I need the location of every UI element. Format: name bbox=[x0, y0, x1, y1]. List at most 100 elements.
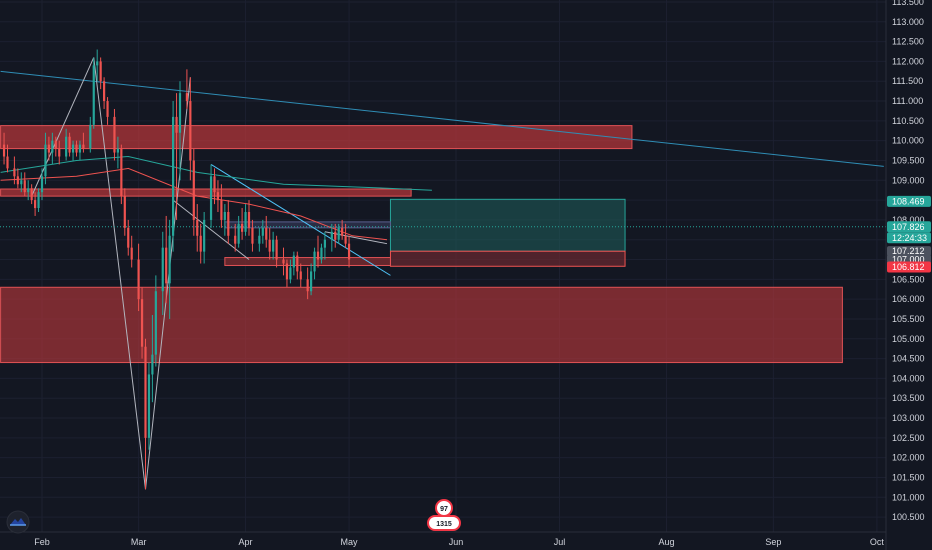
candle-body[interactable] bbox=[196, 219, 199, 236]
candle-body[interactable] bbox=[54, 140, 57, 149]
candle-body[interactable] bbox=[285, 263, 289, 280]
candle-body[interactable] bbox=[330, 231, 333, 240]
candle-body[interactable] bbox=[144, 346, 147, 438]
candle-body[interactable] bbox=[237, 223, 240, 244]
zigzag-leg-2[interactable] bbox=[93, 57, 146, 490]
candle-body[interactable] bbox=[120, 148, 123, 197]
candle-body[interactable] bbox=[282, 259, 285, 264]
candle-body[interactable] bbox=[316, 251, 320, 260]
candle-body[interactable] bbox=[272, 239, 275, 252]
candle-body[interactable] bbox=[172, 116, 175, 236]
zigzag-leg-3[interactable] bbox=[145, 77, 191, 490]
candle-body[interactable] bbox=[127, 227, 130, 248]
candle-body[interactable] bbox=[147, 374, 151, 438]
candle-body[interactable] bbox=[337, 227, 340, 240]
candle-body[interactable] bbox=[227, 211, 230, 236]
candle-body[interactable] bbox=[203, 219, 206, 252]
candle-body[interactable] bbox=[261, 227, 264, 236]
demand-zone-lower[interactable] bbox=[0, 286, 843, 364]
candle-body[interactable] bbox=[189, 101, 192, 161]
candle-body[interactable] bbox=[168, 235, 171, 284]
supply-zone-upper[interactable] bbox=[0, 125, 633, 150]
candle-body[interactable] bbox=[116, 148, 119, 153]
candle-body[interactable] bbox=[344, 235, 347, 244]
candle-body[interactable] bbox=[71, 144, 75, 153]
candle-body[interactable] bbox=[223, 211, 226, 220]
candle-body[interactable] bbox=[2, 144, 6, 157]
candle-body[interactable] bbox=[154, 291, 157, 355]
candle-body[interactable] bbox=[82, 144, 85, 149]
position-stop-zone[interactable] bbox=[389, 250, 626, 267]
candle-body[interactable] bbox=[16, 176, 19, 185]
wedge-upper-line[interactable] bbox=[210, 164, 391, 276]
candle-body[interactable] bbox=[310, 271, 313, 292]
candle-body[interactable] bbox=[258, 235, 261, 244]
candle-body[interactable] bbox=[68, 136, 71, 153]
candle-body[interactable] bbox=[247, 211, 251, 228]
candle-body[interactable] bbox=[306, 279, 309, 292]
candle-body[interactable] bbox=[244, 211, 247, 232]
candle-body[interactable] bbox=[65, 136, 68, 157]
candle-body[interactable] bbox=[185, 93, 188, 102]
candle-body[interactable] bbox=[6, 156, 9, 169]
event-badge-icon[interactable]: 97 1315 bbox=[424, 498, 464, 532]
candle-body[interactable] bbox=[199, 235, 202, 252]
candle-body[interactable] bbox=[130, 247, 133, 260]
candle-body[interactable] bbox=[289, 267, 292, 280]
candle-body[interactable] bbox=[347, 243, 351, 260]
candle-body[interactable] bbox=[234, 235, 237, 244]
candle-body[interactable] bbox=[99, 61, 102, 82]
candle-body[interactable] bbox=[30, 188, 33, 201]
long-term-trendline[interactable] bbox=[0, 70, 884, 167]
candle-body[interactable] bbox=[103, 81, 106, 102]
candle-body[interactable] bbox=[175, 116, 178, 133]
candle-body[interactable] bbox=[75, 144, 78, 153]
candle-body[interactable] bbox=[92, 65, 95, 125]
candle-body[interactable] bbox=[192, 160, 195, 220]
candle-body[interactable] bbox=[44, 144, 47, 177]
candle-body[interactable] bbox=[151, 354, 154, 375]
candle-body[interactable] bbox=[34, 200, 37, 209]
candle-body[interactable] bbox=[220, 200, 223, 220]
wedge-lower-line[interactable] bbox=[172, 199, 250, 260]
candle-body[interactable] bbox=[216, 192, 220, 201]
candle-body[interactable] bbox=[27, 188, 30, 193]
candle-body[interactable] bbox=[165, 247, 168, 284]
candle-body[interactable] bbox=[123, 196, 126, 228]
candle-body[interactable] bbox=[106, 101, 109, 117]
candle-body[interactable] bbox=[251, 227, 254, 244]
candle-body[interactable] bbox=[209, 176, 213, 220]
candle-body[interactable] bbox=[23, 180, 26, 193]
candle-body[interactable] bbox=[341, 227, 344, 236]
candle-body[interactable] bbox=[37, 192, 40, 209]
candle-body[interactable] bbox=[78, 144, 82, 153]
time-axis[interactable]: Feb Mar Apr May Jun Jul Aug Sep Oct bbox=[0, 531, 886, 547]
candle-body[interactable] bbox=[334, 231, 337, 240]
candle-body[interactable] bbox=[178, 93, 182, 133]
position-target-zone[interactable] bbox=[389, 198, 626, 252]
candle-body[interactable] bbox=[296, 255, 299, 272]
price-axis[interactable]: 113.500 113.000 112.500 112.000 111.500 111.0… bbox=[885, 0, 932, 550]
candle-body[interactable] bbox=[89, 124, 92, 149]
candle-body[interactable] bbox=[58, 148, 61, 157]
candle-body[interactable] bbox=[320, 247, 323, 260]
candle-body[interactable] bbox=[137, 259, 140, 300]
candle-body[interactable] bbox=[113, 116, 116, 153]
candle-body[interactable] bbox=[313, 251, 316, 272]
candle-body[interactable] bbox=[241, 223, 244, 232]
candle-body[interactable] bbox=[47, 144, 50, 153]
candle-body[interactable] bbox=[265, 227, 268, 240]
candle-body[interactable] bbox=[213, 176, 216, 193]
candle-body[interactable] bbox=[161, 247, 164, 292]
candle-body[interactable] bbox=[20, 180, 23, 185]
range-box-low[interactable] bbox=[224, 257, 391, 266]
candle-body[interactable] bbox=[323, 239, 326, 248]
supply-zone-mid[interactable] bbox=[0, 188, 412, 197]
mountain-cloud-icon[interactable] bbox=[4, 510, 32, 534]
candle-body[interactable] bbox=[96, 61, 99, 66]
candle-body[interactable] bbox=[292, 255, 295, 268]
candle-body[interactable] bbox=[51, 140, 54, 153]
candle-body[interactable] bbox=[299, 271, 302, 280]
candle-body[interactable] bbox=[268, 239, 271, 252]
